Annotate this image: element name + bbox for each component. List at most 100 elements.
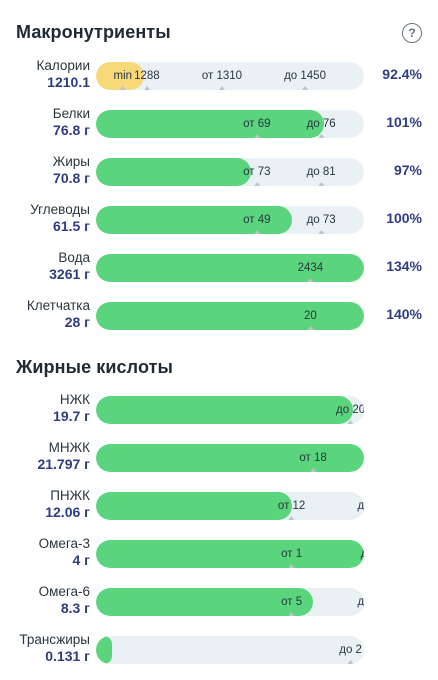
range-tick: от 1: [281, 540, 302, 568]
progress-fill: [96, 636, 113, 664]
nutrient-name: МНЖК: [48, 440, 90, 455]
nutrient-name: Белки: [52, 106, 90, 121]
nutrient-name: Омега-6: [38, 584, 90, 599]
nutrient-label: Углеводы 61.5 г: [0, 202, 90, 235]
tick-marker-icon: [310, 468, 317, 472]
nutrient-name: Омега-3: [38, 536, 90, 551]
range-tick-label: до 4: [361, 548, 364, 560]
tick-marker-icon: [288, 564, 295, 568]
progress-track: от 73 до 81: [96, 158, 364, 186]
progress-fill: [96, 62, 145, 90]
macro-row[interactable]: Клетчатка 28 г 20 140%: [0, 298, 438, 334]
fatty-row[interactable]: МНЖК 21.797 г от 18: [0, 440, 438, 476]
tick-marker-icon: [347, 420, 354, 424]
nutrient-amount: 4 г: [72, 552, 90, 568]
nutrient-amount: 8.3 г: [60, 600, 90, 616]
nutrient-name: Клетчатка: [26, 298, 90, 313]
range-tick: от 5: [281, 588, 302, 616]
range-tick-label: от 12: [277, 500, 306, 512]
progress-fill: [96, 206, 292, 234]
progress-fill: [96, 540, 364, 568]
progress-fill: [96, 110, 324, 138]
macro-row[interactable]: Жиры 70.8 г от 73 до 81 97%: [0, 154, 438, 190]
progress-track: min 1288 от 1310 до 1450: [96, 62, 364, 90]
range-tick: от 69: [243, 110, 271, 138]
tick-marker-icon: [302, 86, 309, 90]
nutrient-name: Калории: [36, 58, 91, 73]
range-tick-label: до 22: [357, 500, 364, 512]
tick-marker-icon: [318, 134, 325, 138]
fatty-row[interactable]: Омега-68.3 г от 5 до 18: [0, 584, 438, 620]
range-tick-label: 2434: [297, 262, 324, 274]
tick-marker-icon: [253, 134, 260, 138]
progress-track: от 49 до 73: [96, 206, 364, 234]
macronutrients-title: Макронутриенты: [16, 22, 171, 42]
tick-marker-icon: [347, 660, 354, 664]
range-tick-label: до 2: [339, 644, 362, 656]
nutrient-label: Жиры 70.8 г: [0, 154, 90, 187]
macro-row[interactable]: Углеводы 61.5 г от 49 до 73 100%: [0, 202, 438, 238]
nutrient-amount: 12.06 г: [45, 504, 90, 520]
tick-marker-icon: [288, 612, 295, 616]
tick-marker-icon: [318, 182, 325, 186]
nutrient-amount: 61.5 г: [53, 218, 90, 234]
nutrient-label: НЖК 19.7 г: [0, 392, 90, 425]
nutrient-label: МНЖК 21.797 г: [0, 440, 90, 473]
nutrient-name: ПНЖК: [50, 488, 90, 503]
range-tick-label: до 20: [336, 404, 364, 416]
range-tick: от 1310: [202, 62, 242, 90]
range-tick: до 4: [361, 540, 364, 568]
progress-fill: [96, 254, 364, 282]
range-tick-label: от 18: [299, 452, 327, 464]
fatty-acids-title: Жирные кислоты: [16, 357, 174, 377]
range-tick: от 49: [243, 206, 271, 234]
macro-row[interactable]: Белки 76.8 г от 69 до 76 101%: [0, 106, 438, 142]
tick-marker-icon: [307, 326, 314, 330]
range-tick: от 73: [243, 158, 271, 186]
range-tick: от 18: [299, 444, 327, 472]
tick-marker-icon: [143, 86, 150, 90]
range-tick: от 12: [278, 492, 305, 520]
tick-marker-icon: [288, 516, 295, 520]
question-circle-icon[interactable]: ?: [402, 23, 422, 43]
range-tick-label: от 5: [281, 596, 303, 608]
range-tick: 2434: [297, 254, 324, 282]
nutrient-amount: 1210.1: [47, 74, 90, 90]
range-tick-label: от 69: [243, 118, 271, 130]
range-tick-label: до 73: [306, 214, 336, 226]
nutrient-label: Омега-6 8.3 г: [0, 584, 90, 617]
nutrient-amount: 70.8 г: [53, 170, 90, 186]
progress-fill: [96, 588, 314, 616]
tick-marker-icon: [307, 278, 314, 282]
nutrient-amount: 0.131 г: [45, 648, 90, 664]
nutrient-label: Белки 76.8 г: [0, 106, 90, 139]
range-tick-label: min: [113, 70, 133, 82]
range-tick: min: [113, 62, 133, 90]
percent-value: 100%: [386, 210, 422, 226]
nutrient-amount: 3261 г: [49, 266, 90, 282]
macro-row[interactable]: Калории 1210.1 min 1288 от 1310 до 1450 92.4%: [0, 58, 438, 94]
range-tick: до 22: [357, 492, 364, 520]
nutrient-name: Жиры: [52, 154, 90, 169]
macro-row[interactable]: Вода 3261 г 2434 134%: [0, 250, 438, 286]
progress-track: от 69 до 76: [96, 110, 364, 138]
progress-track: 2434: [96, 254, 364, 282]
range-tick-label: до 18: [357, 596, 364, 608]
progress-fill: [96, 444, 364, 472]
nutrient-name: Вода: [58, 250, 90, 265]
range-tick: до 76: [307, 110, 336, 138]
range-tick-label: 20: [303, 310, 317, 322]
fatty-row[interactable]: Омега-34 г от 1 до 4: [0, 536, 438, 572]
nutrient-label: Клетчатка 28 г: [0, 298, 90, 331]
range-tick: 20: [304, 302, 317, 330]
fatty-row[interactable]: НЖК 19.7 г до 20: [0, 392, 438, 428]
range-tick: до 1450: [284, 62, 326, 90]
fatty-row[interactable]: Трансжиры 0.131 г до 2: [0, 632, 438, 668]
progress-track: до 20: [96, 396, 364, 424]
range-tick: 1288: [134, 62, 160, 90]
range-tick-label: от 73: [243, 166, 271, 178]
tick-marker-icon: [119, 86, 126, 90]
nutrient-label: Калории 1210.1: [0, 58, 91, 91]
nutrient-amount: 21.797 г: [37, 456, 90, 472]
